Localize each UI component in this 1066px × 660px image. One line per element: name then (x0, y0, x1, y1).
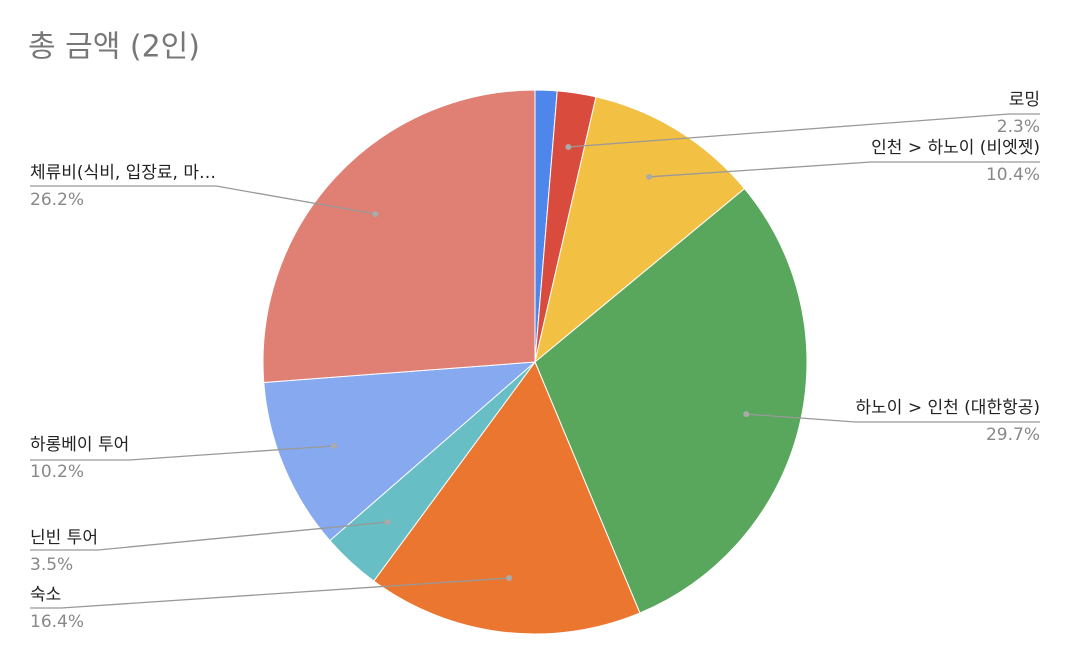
leader-dot (646, 173, 653, 180)
leader-dot (384, 519, 391, 526)
leader-line (30, 521, 388, 551)
leader-line (568, 113, 1040, 148)
leader-line (30, 445, 335, 461)
leader-dot (331, 442, 338, 449)
pie-slice (534, 187, 808, 614)
pie-slice (262, 89, 536, 384)
pie-slice (263, 361, 537, 542)
slice-label: 인천 > 하노이 (비엣젯) (871, 138, 1040, 158)
slice-label: 로밍 (1009, 90, 1040, 110)
slice-value-label: 10.2% (30, 462, 84, 482)
leader-line (30, 577, 510, 609)
leader-line (649, 161, 1040, 178)
pie-slice (373, 360, 641, 635)
chart-title: 총 금액 (2인) (28, 30, 200, 65)
leader-dot (506, 575, 513, 582)
slice-label: 하노이 > 인천 (대한항공) (856, 398, 1040, 418)
leader-dot (565, 143, 572, 150)
slice-label: 하롱베이 투어 (30, 435, 129, 455)
slice-label: 닌빈 투어 (30, 528, 98, 548)
leader-dot (743, 411, 750, 418)
slice-value-label: 3.5% (30, 555, 73, 575)
leader-line (746, 413, 1040, 423)
slice-value-label: 29.7% (986, 425, 1040, 445)
pie-slice (534, 96, 746, 364)
slice-value-label: 26.2% (30, 190, 84, 210)
slice-value-label: 16.4% (30, 612, 84, 632)
slice-label: 체류비(식비, 입장료, 마… (30, 163, 216, 183)
leader-dot (372, 211, 379, 218)
slice-label: 숙소 (30, 585, 61, 605)
leader-line (30, 185, 376, 215)
slice-value-label: 10.4% (986, 165, 1040, 185)
slice-value-label: 2.3% (997, 117, 1040, 137)
